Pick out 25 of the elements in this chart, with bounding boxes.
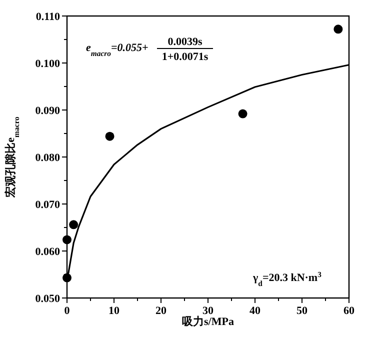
x-tick-label: 60 [344,305,355,317]
annotation: γ$_{d}$=20.3 kN·m$^{3}$ [252,270,322,288]
y-tick-label: 0.050 [35,293,60,305]
y-tick-label: 0.110 [36,11,60,23]
point [62,273,72,282]
point [62,235,72,244]
y-tick-label: 0.060 [35,246,60,258]
x-tick-label: 20 [156,305,167,317]
x-tick-label: 50 [296,305,308,317]
point [238,109,248,118]
x-axis-title: 吸力s/MPa [182,315,234,328]
annotation: 1+0.0071s [162,51,209,63]
y-tick-label: 0.070 [35,199,60,211]
annotation: e$_{macro}$=0.055+ [86,42,148,58]
point [69,220,78,230]
point [334,24,343,34]
y-tick-label: 0.100 [35,58,60,70]
point [105,132,114,141]
x-tick-label: 0 [64,305,70,317]
y-tick-label: 0.090 [35,105,60,117]
annotation: 0.0039s [168,36,203,48]
x-tick-label: 30 [202,305,214,317]
x-tick-label: 40 [250,305,261,317]
x-tick-label: 10 [108,305,120,317]
y-tick-label: 0.080 [35,152,60,164]
